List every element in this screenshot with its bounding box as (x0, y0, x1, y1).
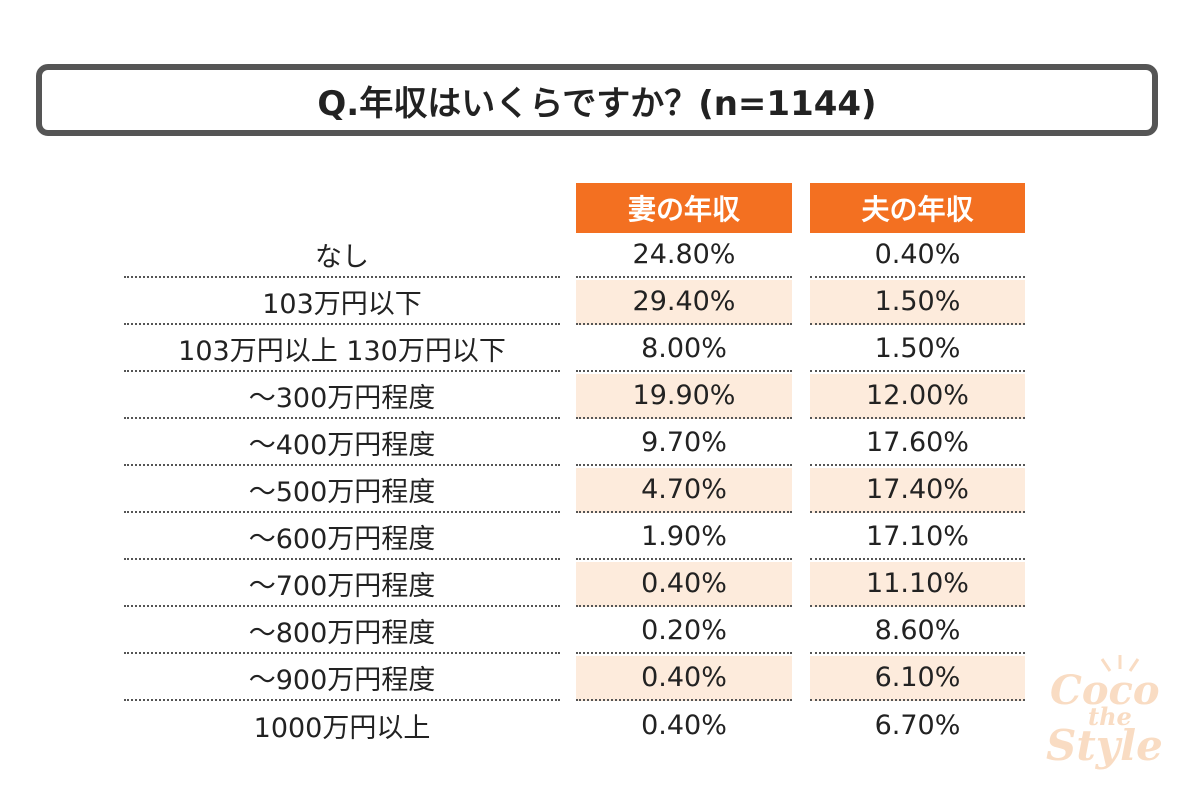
table-row: ～800万円程度 0.20% 8.60% (0, 609, 1200, 656)
husband-income-value: 17.10% (810, 515, 1025, 560)
table-row: ～500万円程度 4.70% 17.40% (0, 468, 1200, 515)
watermark-text-the: the (1088, 702, 1132, 731)
table-row: ～900万円程度 0.40% 6.10% (0, 656, 1200, 703)
row-label: ～700万円程度 (124, 562, 560, 607)
table-row: ～400万円程度 9.70% 17.60% (0, 421, 1200, 468)
row-label: ～400万円程度 (124, 421, 560, 466)
column-header-wife: 妻の年収 (576, 183, 792, 233)
wife-income-value: 4.70% (576, 468, 792, 513)
husband-income-value: 11.10% (810, 562, 1025, 607)
row-label: なし (124, 233, 560, 278)
table-row: ～300万円程度 19.90% 12.00% (0, 374, 1200, 421)
table-row: 1000万円以上 0.40% 6.70% (0, 703, 1200, 750)
row-label: ～800万円程度 (124, 609, 560, 654)
wife-income-value: 0.40% (576, 656, 792, 701)
wife-income-value: 0.20% (576, 609, 792, 654)
wife-income-value: 9.70% (576, 421, 792, 466)
table-row: 103万円以下 29.40% 1.50% (0, 280, 1200, 327)
table-row: なし 24.80% 0.40% (0, 233, 1200, 280)
wife-income-value: 8.00% (576, 327, 792, 372)
wife-income-value: 0.40% (641, 710, 727, 741)
title-box: Q.年収はいくらですか？(n=1144) (36, 64, 1158, 136)
coco-the-style-watermark: Coco the Style (1040, 655, 1180, 775)
table-row: ～600万円程度 1.90% 17.10% (0, 515, 1200, 562)
wife-income-value: 29.40% (576, 280, 792, 325)
wife-income-value: 19.90% (576, 374, 792, 419)
wife-income-value: 1.90% (576, 515, 792, 560)
table-row: ～700万円程度 0.40% 11.10% (0, 562, 1200, 609)
sparkle-icon (1100, 655, 1140, 672)
husband-income-value: 8.60% (810, 609, 1025, 654)
row-label: ～500万円程度 (124, 468, 560, 513)
husband-income-value: 17.40% (810, 468, 1025, 513)
husband-income-value: 1.50% (810, 280, 1025, 325)
row-label: 1000万円以上 (253, 713, 431, 744)
wife-income-value: 24.80% (576, 233, 792, 278)
watermark-text-style: Style (1046, 721, 1163, 770)
husband-income-value: 12.00% (810, 374, 1025, 419)
husband-income-value: 17.60% (810, 421, 1025, 466)
row-label: ～600万円程度 (124, 515, 560, 560)
row-label: ～900万円程度 (124, 656, 560, 701)
table-row: 103万円以上 130万円以下 8.00% 1.50% (0, 327, 1200, 374)
watermark-text-coco: Coco (1050, 667, 1160, 714)
wife-income-value: 0.40% (576, 562, 792, 607)
husband-income-value: 6.10% (810, 656, 1025, 701)
husband-income-value: 1.50% (810, 327, 1025, 372)
row-label: 103万円以下 (124, 280, 560, 325)
row-label: 103万円以上 130万円以下 (124, 327, 560, 372)
column-header-husband: 夫の年収 (810, 183, 1025, 233)
chart-title: Q.年収はいくらですか？(n=1144) (317, 83, 877, 124)
husband-income-value: 6.70% (874, 710, 961, 741)
husband-income-value: 0.40% (810, 233, 1025, 278)
row-label: ～300万円程度 (124, 374, 560, 419)
